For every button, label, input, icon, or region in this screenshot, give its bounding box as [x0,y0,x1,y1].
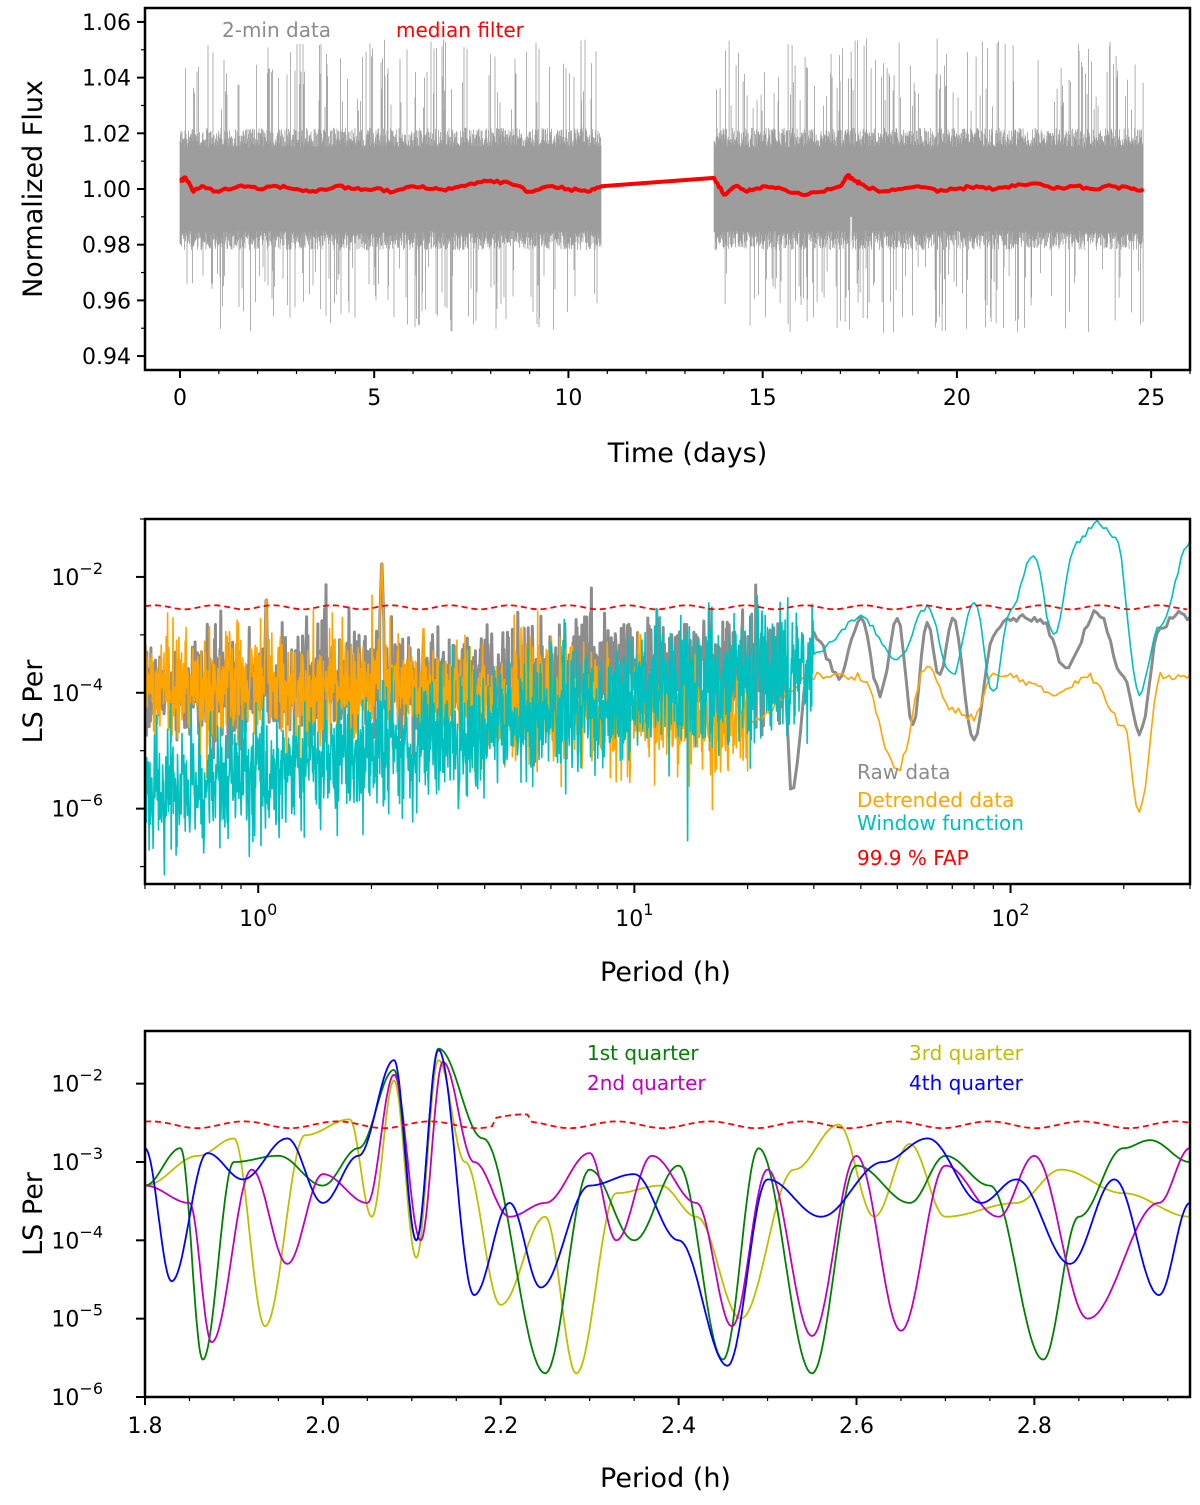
raw-data-series [179,38,1144,333]
x-tick-label: 25 [1137,386,1165,411]
y-tick-label: 1.02 [82,122,131,147]
legend-entry-median: median filter [396,18,525,42]
x-tick-label: 10 [554,386,582,411]
x-tick-label: 5 [367,386,381,411]
x-tick-label: 20 [943,386,971,411]
x-tick-label: 2.4 [661,1414,696,1439]
x-tick-label: 0 [173,386,187,411]
x-tick-label: 2.2 [483,1414,518,1439]
legend-entry-detrended: Detrended data [857,788,1014,812]
legend-entry-raw: Raw data [857,760,950,784]
legend-entry-q4: 4th quarter [909,1071,1024,1095]
quarter-3-line [145,1059,1190,1375]
median-filter-line [178,173,1145,198]
y-tick-label-base: 10 [51,566,79,591]
y-tick-label: 1.06 [82,11,131,36]
y-tick-label-exponent: −6 [79,791,103,810]
y-axis-title: Normalized Flux [18,80,49,298]
y-tick-label-exponent: −4 [79,1222,103,1241]
x-tick-label-base: 10 [239,907,267,932]
y-tick-label-exponent: −5 [79,1301,103,1320]
legend: 1st quarter 2nd quarter 3rd quarter 4th qua… [587,1041,1024,1095]
fap-line [145,1113,1190,1130]
y-tick-label: 1.04 [82,67,131,92]
plot-area [145,1047,1190,1375]
y-tick-label: 0.98 [82,234,131,259]
y-tick-label-base: 10 [51,682,79,707]
y-tick-label-exponent: −3 [79,1144,103,1163]
plot-area [145,519,1190,876]
x-axis-title: Time (days) [607,438,767,469]
plot-frame [143,1029,1192,1399]
y-tick-label: 10−4 [51,1222,103,1254]
y-axis-title: LS Per [18,659,49,744]
y-tick-label: 10−3 [51,1144,103,1176]
fap-line [145,604,1187,611]
legend-entry-fap: 99.9 % FAP [857,846,969,870]
x-tick-label: 15 [749,386,777,411]
quarter-4-line [145,1049,1190,1367]
y-tick-label-base: 10 [51,1229,79,1254]
x-tick-label: 1.8 [128,1414,163,1439]
y-tick-label-base: 10 [51,1386,79,1411]
y-tick-label: 10−2 [51,559,103,591]
y-tick-label: 0.94 [82,345,131,370]
legend-entry-raw: 2-min data [222,18,331,42]
x-axis-title: Period (h) [600,957,731,988]
legend-entry-q3: 3rd quarter [909,1041,1024,1065]
y-tick-label: 10−4 [51,675,103,707]
plot-area [178,38,1145,333]
legend: 2-min data median filter [222,18,525,42]
x-tick-label-base: 10 [991,907,1019,932]
x-tick-label-base: 10 [615,907,643,932]
y-tick-label: 10−5 [51,1301,103,1333]
quarter-periodogram-panel: 1.8 2.0 2.2 2.4 2.6 2.810−610−510−410−310−2Pe… [18,1029,1192,1494]
x-tick-label: 102 [991,900,1029,932]
data-gap-notch [850,216,853,287]
quarter-2-line [145,1060,1190,1344]
quarter-1-line [145,1047,1190,1375]
y-tick-label-base: 10 [51,1151,79,1176]
x-tick-label-exponent: 0 [267,900,277,919]
legend-entry-q1: 1st quarter [587,1041,699,1065]
y-axis-title: LS Per [18,1171,49,1256]
legend-entry-window: Window function [857,811,1024,835]
light-curve-panel: 0 5 10 15 20 25 0.94 0.96 0.98 1.00 1.02 1.04 1.06 Ti… [18,6,1192,469]
x-tick-label-exponent: 1 [643,900,653,919]
x-tick-label: 100 [239,900,277,932]
legend-entry-q2: 2nd quarter [587,1071,706,1095]
y-tick-label-exponent: −6 [79,1379,103,1398]
y-tick-label-exponent: −2 [79,559,103,578]
y-tick-label-base: 10 [51,1308,79,1333]
x-tick-label: 101 [615,900,653,932]
y-tick-label: 0.96 [82,289,131,314]
y-tick-label-exponent: −4 [79,675,103,694]
x-tick-label-exponent: 2 [1019,900,1029,919]
y-tick-label-base: 10 [51,798,79,823]
window-function-line [145,519,1190,876]
y-tick-label: 10−6 [51,791,103,823]
x-tick-label: 2.0 [305,1414,340,1439]
y-tick-label: 10−2 [51,1066,103,1098]
x-tick-label: 2.8 [1017,1414,1052,1439]
y-tick-label: 1.00 [82,178,131,203]
plot-frame [143,517,1192,886]
x-axis-title: Period (h) [600,1463,731,1494]
x-tick-label: 2.6 [839,1414,874,1439]
y-tick-label-base: 10 [51,1073,79,1098]
y-tick-label: 10−6 [51,1379,103,1411]
y-tick-label-exponent: −2 [79,1066,103,1085]
